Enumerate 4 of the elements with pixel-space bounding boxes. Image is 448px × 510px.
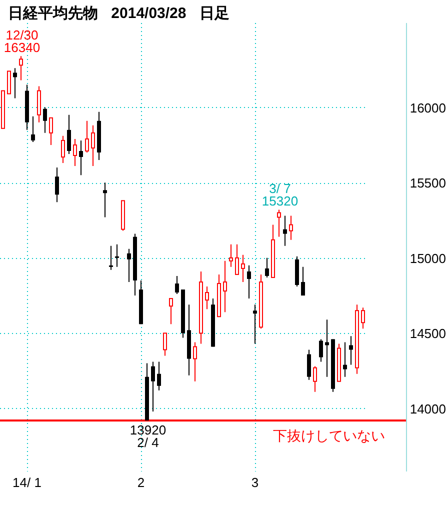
annotation: 13920 2/ 4 [130,422,166,450]
annotation: 12/30 16340 [4,28,40,56]
annotation: 3/ 7 15320 [262,181,298,209]
title: 日経平均先物 2014/03/28 日足 [8,5,230,22]
